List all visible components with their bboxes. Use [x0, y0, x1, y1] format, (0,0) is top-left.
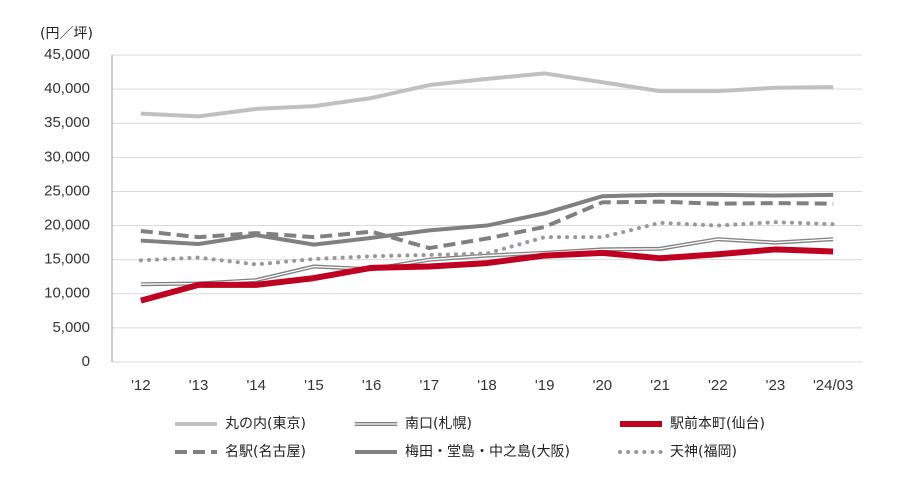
y-tick-label: 0: [82, 353, 90, 370]
x-tick-label: '19: [535, 377, 555, 394]
x-tick-label: '17: [420, 377, 440, 394]
y-tick-label: 15,000: [44, 251, 90, 268]
series-line: [140, 199, 834, 251]
legend-label: 天神(福岡): [670, 444, 737, 460]
x-tick-label: '14: [246, 377, 266, 394]
y-tick-label: 10,000: [44, 285, 90, 302]
x-tick-label: '18: [477, 377, 497, 394]
legend-label: 名駅(名古屋): [225, 444, 306, 460]
legend-label: 丸の内(東京): [225, 416, 306, 432]
y-unit: (円／坪): [40, 26, 93, 42]
series-line: [140, 71, 834, 119]
x-tick-label: '13: [189, 377, 209, 394]
y-tick-label: 30,000: [44, 148, 90, 165]
legend-label: 駅前本町(仙台): [670, 415, 765, 432]
legend-label: 南口(札幌): [405, 416, 472, 432]
x-tick-label: '12: [131, 377, 151, 394]
series-line: [140, 246, 834, 304]
x-tick-label: '24/03: [813, 377, 853, 394]
legend-label: 梅田・堂島・中之島(大阪): [405, 444, 570, 460]
series-line: [140, 192, 834, 247]
y-tick-label: 35,000: [44, 114, 90, 131]
series-line: [138, 220, 836, 267]
y-tick-label: 5,000: [52, 319, 90, 336]
x-tick-label: '16: [362, 377, 382, 394]
x-tick-label: '20: [593, 377, 613, 394]
x-tick-label: '22: [708, 377, 728, 394]
series-line-inner: [140, 238, 834, 285]
y-tick-label: 45,000: [44, 46, 90, 63]
y-tick-label: 40,000: [44, 80, 90, 97]
y-tick-label: 25,000: [44, 182, 90, 199]
x-tick-label: '23: [766, 377, 786, 394]
x-tick-label: '15: [304, 377, 324, 394]
y-tick-label: 20,000: [44, 217, 90, 234]
x-tick-label: '21: [650, 377, 670, 394]
